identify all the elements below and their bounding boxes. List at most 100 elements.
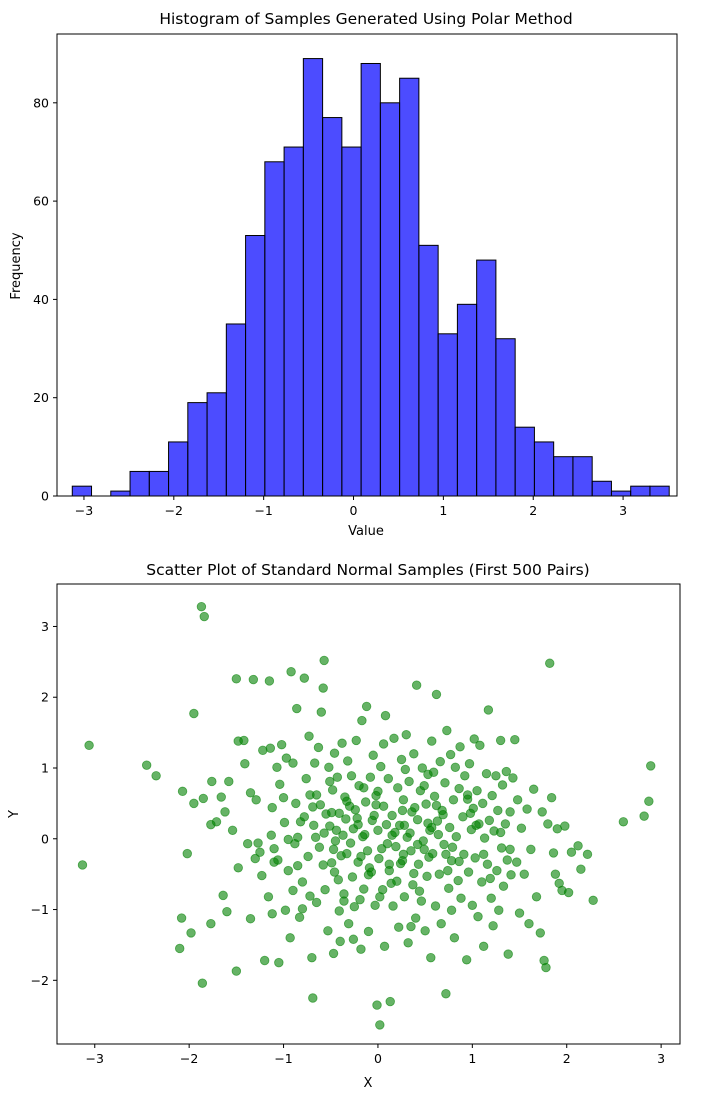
histogram-x-axis-label: Value [348, 524, 384, 539]
scatter-point [494, 905, 504, 915]
scatter-point [245, 914, 256, 924]
scatter-point [560, 821, 570, 831]
scatter-point [441, 849, 451, 860]
scatter-point [528, 784, 539, 794]
scatter-point [329, 748, 340, 758]
scatter-point [493, 805, 503, 816]
scatter-point [582, 849, 593, 860]
scatter-point [227, 825, 238, 835]
scatter-point [531, 892, 542, 902]
scatter-point [206, 918, 216, 929]
scatter-point [439, 839, 449, 850]
histogram-y-axis-label: Frequency [9, 232, 24, 299]
scatter-point [488, 921, 498, 931]
y-tick-label: 1 [41, 761, 49, 776]
scatter-point [419, 844, 429, 855]
scatter-point [491, 771, 501, 781]
scatter-point [257, 870, 267, 881]
scatter-point [286, 667, 296, 677]
scatter-point [288, 885, 298, 896]
scatter-point [305, 891, 315, 901]
scatter-point [323, 926, 333, 936]
scatter-point [342, 796, 352, 806]
scatter-point [444, 822, 455, 833]
scatter-point [459, 849, 469, 860]
scatter-point [503, 949, 513, 959]
y-tick-label: 0 [41, 831, 49, 846]
scatter-point [308, 993, 318, 1003]
x-tick-label: 0 [374, 1051, 382, 1066]
scatter-point [301, 773, 311, 784]
scatter-point [353, 819, 363, 830]
scatter-point [398, 849, 409, 860]
scatter-point [297, 904, 308, 914]
scatter-point [328, 948, 339, 959]
histogram-bar [591, 480, 612, 497]
scatter-point [404, 776, 414, 787]
scatter-point [379, 941, 390, 952]
scatter-point [267, 909, 277, 919]
scatter-point [347, 872, 358, 882]
histogram-y-ticks: 0 20 40 60 80 [33, 95, 57, 504]
scatter-point [420, 926, 430, 936]
scatter-point [311, 897, 322, 908]
scatter-point [618, 817, 629, 827]
scatter-point [330, 836, 341, 846]
scatter-point [537, 807, 547, 817]
scatter-point [391, 841, 401, 852]
scatter-point [447, 842, 458, 852]
scatter-point [325, 776, 335, 787]
scatter-point [460, 771, 470, 781]
scatter-point [309, 758, 320, 768]
histogram-bar [514, 426, 535, 497]
scatter-point [281, 753, 292, 763]
scatter-point [478, 941, 489, 952]
scatter-point [224, 776, 234, 787]
scatter-point [388, 901, 398, 911]
scatter-point [434, 869, 444, 879]
scatter-point [360, 829, 370, 840]
scatter-point [266, 830, 276, 840]
scatter-point [383, 773, 394, 784]
scatter-points [77, 601, 656, 1030]
scatter-point [511, 857, 522, 867]
scatter-point [478, 798, 488, 809]
histogram-chart: Histogram of Samples Generated Using Pol… [9, 10, 678, 539]
scatter-point [482, 859, 493, 869]
scatter-point [497, 780, 508, 790]
scatter-point [563, 887, 574, 898]
scatter-point [400, 764, 411, 775]
scatter-point [455, 742, 465, 752]
scatter-point [272, 762, 282, 772]
scatter-point [483, 705, 494, 715]
scatter-point [431, 689, 442, 700]
scatter-point [326, 807, 337, 818]
scatter-point [310, 832, 321, 843]
scatter-point [222, 906, 232, 917]
x-tick-label: 3 [619, 503, 627, 518]
scatter-point [326, 858, 337, 868]
scatter-point [409, 868, 419, 879]
scatter-point [320, 885, 330, 895]
scatter-point [417, 763, 428, 773]
scatter-point [273, 855, 283, 865]
scatter-point [233, 863, 243, 873]
histogram-title: Histogram of Samples Generated Using Pol… [159, 10, 572, 28]
scatter-point [516, 823, 527, 833]
scatter-point [448, 795, 459, 805]
x-tick-label: 0 [350, 503, 358, 518]
scatter-point [438, 810, 448, 820]
scatter-point [463, 867, 474, 877]
scatter-point [541, 962, 551, 973]
scatter-point [313, 742, 324, 753]
scatter-point [419, 780, 429, 791]
scatter-point [378, 801, 389, 811]
scatter-point [428, 767, 439, 777]
scatter-point [545, 658, 555, 668]
scatter-x-ticks: −3 −2 −1 0 1 2 3 [86, 1044, 665, 1066]
scatter-point [377, 843, 387, 854]
scatter-point [546, 793, 557, 803]
scatter-point [399, 892, 410, 902]
scatter-point [283, 834, 293, 845]
histogram-bar [129, 470, 150, 497]
